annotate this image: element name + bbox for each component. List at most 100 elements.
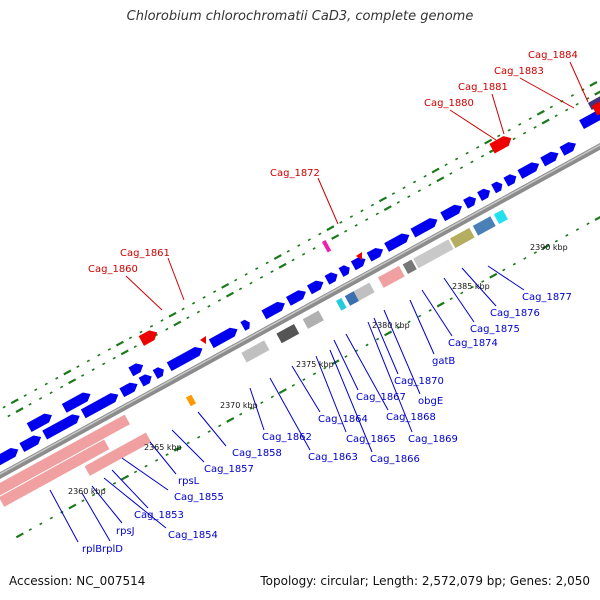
- tick-mark: [221, 283, 230, 289]
- tick-mark: [396, 200, 400, 204]
- rrna-feature: [377, 265, 405, 288]
- reverse-cds: [138, 330, 158, 346]
- tick-mark: [465, 151, 469, 155]
- leader-line: [121, 457, 169, 491]
- tick-mark: [202, 296, 206, 299]
- tick-mark: [23, 394, 27, 397]
- tick-mark: [460, 291, 464, 295]
- gene-feature: [402, 259, 417, 275]
- tick-mark: [476, 146, 480, 149]
- tick-mark: [549, 105, 553, 109]
- tick-mark: [239, 412, 243, 416]
- tick-mark: [39, 522, 43, 526]
- tick-mark: [423, 174, 427, 178]
- scale-label: 2390 kbp: [530, 243, 568, 252]
- tick-mark: [344, 355, 348, 358]
- tick-mark: [207, 304, 211, 308]
- tick-mark: [186, 441, 190, 445]
- tick-mark: [436, 301, 445, 308]
- gene-feature: [493, 209, 508, 225]
- accession-label: Accession: NC_007514: [9, 574, 146, 588]
- tick-mark: [375, 337, 380, 341]
- gene-label: gatB: [432, 356, 455, 367]
- leader-line: [111, 469, 149, 509]
- tick-mark: [238, 287, 243, 291]
- tick-mark: [68, 503, 77, 510]
- gene-label: rpsJ: [116, 526, 135, 537]
- tick-mark: [139, 330, 143, 334]
- leader-line: [367, 321, 413, 433]
- tick-mark: [407, 195, 411, 198]
- tick-mark: [565, 233, 569, 237]
- tick-mark: [273, 254, 282, 260]
- scale-label: 2360 kbp: [68, 487, 106, 496]
- reverse-cds: [489, 136, 512, 154]
- tick-mark: [7, 414, 11, 418]
- tick-mark: [586, 222, 590, 226]
- tick-mark: [565, 108, 569, 112]
- tick-mark: [312, 247, 316, 250]
- scale-label: 2370 kbp: [220, 401, 258, 410]
- tick-mark: [115, 340, 124, 347]
- forward-cds: [208, 327, 238, 349]
- tick-mark: [402, 186, 406, 190]
- leader-line: [81, 492, 111, 542]
- forward-cds: [285, 290, 306, 306]
- tick-mark: [302, 378, 306, 381]
- gene-feature: [276, 324, 300, 344]
- leader-line: [317, 177, 339, 225]
- tick-mark: [365, 343, 369, 347]
- leader-line: [569, 61, 589, 103]
- gene-feature: [450, 227, 475, 249]
- genome-backbone: [0, 143, 600, 479]
- tick-mark: [518, 122, 522, 126]
- tick-mark: [270, 270, 274, 273]
- tick-mark: [449, 172, 453, 175]
- rrna-feature: [84, 432, 152, 476]
- tick-mark: [128, 336, 133, 340]
- tick-mark: [326, 225, 335, 232]
- forward-cds: [166, 347, 203, 372]
- tick-mark: [554, 239, 559, 243]
- tick-mark: [365, 218, 369, 222]
- gene-label: Cag_1867: [356, 392, 406, 403]
- tick-mark: [383, 205, 392, 212]
- tick-mark: [55, 376, 59, 380]
- gene-features: [0, 94, 600, 507]
- forward-cds: [350, 257, 366, 271]
- tick-mark: [68, 378, 77, 385]
- tick-mark: [168, 311, 177, 318]
- tick-mark: [38, 397, 43, 400]
- tick-mark: [165, 327, 169, 331]
- tick-mark: [213, 290, 217, 294]
- tick-mark: [291, 383, 295, 387]
- tick-mark: [418, 314, 422, 318]
- tick-mark: [2, 405, 6, 409]
- tick-mark: [197, 435, 201, 439]
- marker-arrow: [356, 252, 362, 260]
- tick-mark: [470, 285, 474, 289]
- forward-cds: [384, 233, 410, 252]
- tick-mark: [554, 114, 558, 118]
- scale-label: 2380 kbp: [372, 321, 410, 330]
- tick-mark: [384, 330, 393, 337]
- gene-label: Cag_1868: [386, 412, 436, 423]
- tick-mark: [60, 385, 64, 389]
- tick-mark: [144, 464, 148, 468]
- gene-label: rplB: [82, 544, 102, 555]
- forward-cds: [128, 363, 144, 377]
- tick-mark: [396, 326, 401, 330]
- tick-mark: [307, 238, 311, 242]
- gene-label: Cag_1857: [204, 464, 254, 475]
- gene-label: Cag_1870: [394, 376, 444, 387]
- gene-label-reverse: Cag_1881: [458, 82, 508, 93]
- tick-marks: [0, 81, 600, 539]
- marker-arrow: [200, 336, 206, 344]
- gene-label-reverse: Cag_1872: [270, 168, 320, 179]
- tick-mark: [249, 281, 253, 285]
- tick-mark: [102, 487, 106, 491]
- tick-mark: [533, 251, 537, 255]
- tick-mark: [186, 316, 190, 320]
- forward-cds: [540, 151, 559, 167]
